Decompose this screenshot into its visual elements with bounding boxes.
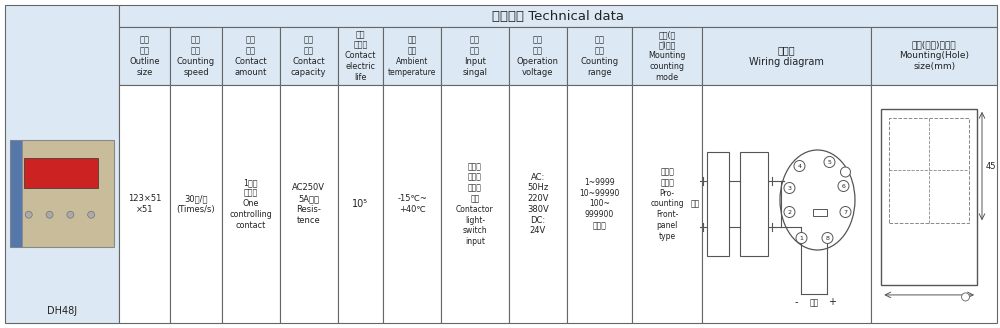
Text: 电源: 电源 [810, 298, 819, 307]
Text: 工作
电压
Operation
voltage: 工作 电压 Operation voltage [517, 35, 559, 77]
Text: 计数
范围
Counting
range: 计数 范围 Counting range [581, 35, 619, 77]
Bar [119, 27, 170, 85]
Circle shape [46, 211, 53, 218]
Text: 1~9999
10~99990
100~
999900
（次）: 1~9999 10~99990 100~ 999900 （次） [579, 178, 620, 230]
Text: 触点
电寿命
Contact
electric
life: 触点 电寿命 Contact electric life [345, 30, 376, 82]
Bar [889, 118, 969, 223]
Text: 1: 1 [800, 236, 803, 240]
Bar [441, 27, 509, 85]
Bar [813, 209, 827, 215]
Text: AC250V
5A阻性
Resis-
tence: AC250V 5A阻性 Resis- tence [292, 183, 325, 225]
Bar [632, 85, 702, 323]
Bar [119, 5, 997, 27]
Bar [10, 140, 114, 247]
Circle shape [840, 207, 851, 217]
Bar [441, 85, 509, 323]
Text: 计数: 计数 [749, 199, 759, 209]
Text: 正计数
面板式
Pro-
counting
Front-
panel
type: 正计数 面板式 Pro- counting Front- panel type [650, 167, 684, 241]
Circle shape [784, 182, 795, 194]
Bar [740, 152, 768, 256]
Circle shape [824, 156, 835, 168]
Text: 触点
容量
Contact
capacity: 触点 容量 Contact capacity [291, 35, 326, 77]
Text: 45: 45 [986, 161, 996, 171]
Bar [383, 27, 441, 85]
Text: 环境
温度
Ambient
temperature: 环境 温度 Ambient temperature [388, 35, 436, 77]
Bar [383, 85, 441, 323]
Circle shape [962, 293, 970, 301]
Text: 1组控
制触点
One
controlling
contact: 1组控 制触点 One controlling contact [229, 178, 272, 230]
Circle shape [840, 167, 850, 177]
Text: 安装(计
数)方式
Mounting
counting
mode: 安装(计 数)方式 Mounting counting mode [649, 30, 686, 82]
Circle shape [784, 207, 795, 217]
Bar [222, 85, 280, 323]
Text: 安装(开孔)尺寸图
Mounting(Hole)
size(mm): 安装(开孔)尺寸图 Mounting(Hole) size(mm) [899, 41, 969, 71]
Text: 接线图
Wiring diagram: 接线图 Wiring diagram [749, 45, 824, 67]
Text: 2: 2 [787, 210, 791, 215]
Circle shape [67, 211, 74, 218]
Text: 清零: 清零 [690, 199, 700, 209]
Bar [702, 85, 871, 323]
Bar [567, 27, 632, 85]
Bar [338, 85, 383, 323]
Bar [5, 5, 119, 323]
Text: 4: 4 [797, 163, 801, 169]
Text: 触点输
入或光
电开关
输入
Contactor
light-
switch
input: 触点输 入或光 电开关 输入 Contactor light- switch i… [456, 162, 494, 246]
Text: 输入
信号
Input
singal: 输入 信号 Input singal [462, 35, 487, 77]
Text: 123×51
×51: 123×51 ×51 [128, 194, 161, 214]
Text: 外形
尺寸
Outline
size: 外形 尺寸 Outline size [129, 35, 160, 77]
Circle shape [794, 160, 805, 172]
Bar [881, 109, 977, 285]
Circle shape [822, 233, 833, 243]
Text: 8: 8 [826, 236, 829, 240]
Text: -: - [795, 297, 798, 307]
Bar [509, 27, 567, 85]
Bar [567, 85, 632, 323]
Text: 5: 5 [828, 159, 831, 165]
Bar [707, 152, 729, 256]
Bar [119, 85, 170, 323]
Text: +: + [828, 297, 836, 307]
Bar [24, 158, 98, 188]
Text: AC:
50Hz
220V
380V
DC:
24V: AC: 50Hz 220V 380V DC: 24V [527, 173, 549, 236]
Bar [280, 27, 338, 85]
Bar [509, 85, 567, 323]
Text: 触点
数量
Contact
amount: 触点 数量 Contact amount [234, 35, 267, 77]
Text: 3: 3 [787, 186, 791, 191]
Bar [222, 27, 280, 85]
Circle shape [88, 211, 95, 218]
Text: 7: 7 [843, 210, 847, 215]
Text: 30次/秒
(Times/s): 30次/秒 (Times/s) [177, 194, 215, 214]
Bar [871, 85, 997, 323]
Circle shape [838, 180, 849, 192]
Ellipse shape [780, 150, 855, 250]
Bar [871, 27, 997, 85]
Bar [338, 27, 383, 85]
Text: 技术数据 Technical data: 技术数据 Technical data [492, 10, 624, 23]
Text: 10⁵: 10⁵ [352, 199, 368, 209]
Text: -15℃~
+40℃: -15℃~ +40℃ [397, 194, 427, 214]
Circle shape [796, 233, 807, 243]
Bar [10, 140, 22, 247]
Bar [170, 27, 222, 85]
Bar [170, 85, 222, 323]
Text: 6: 6 [842, 183, 845, 189]
Text: 产品图片
Product photo: 产品图片 Product photo [28, 157, 96, 179]
Text: DH48J: DH48J [47, 306, 77, 316]
Bar [632, 27, 702, 85]
Bar [280, 85, 338, 323]
Text: 计数
速度
Counting
speed: 计数 速度 Counting speed [177, 35, 215, 77]
Bar [702, 27, 871, 85]
Circle shape [25, 211, 32, 218]
